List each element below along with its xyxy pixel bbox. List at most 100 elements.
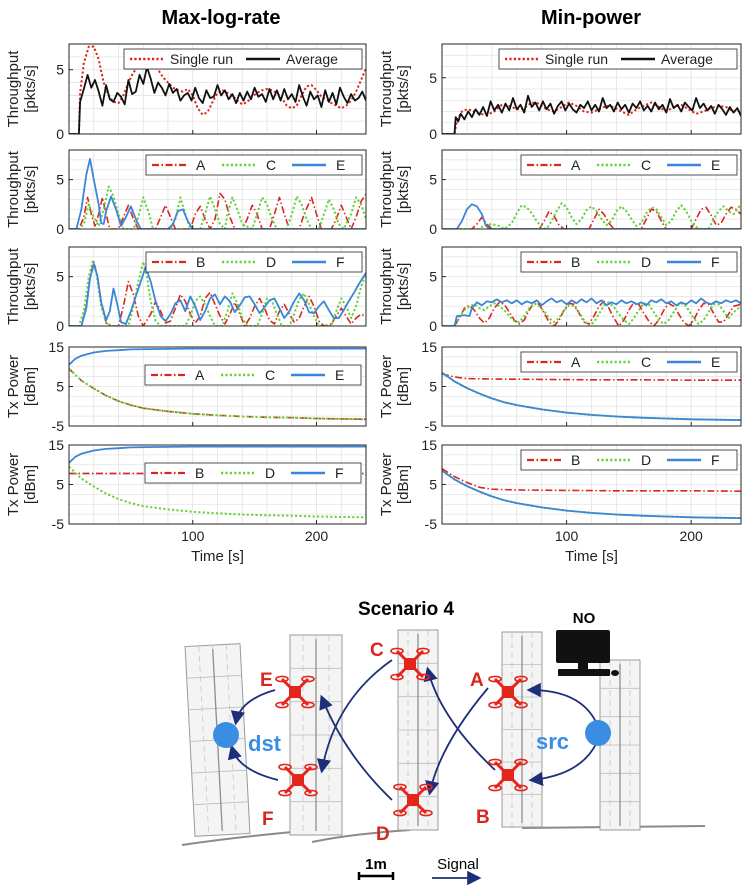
x-axis-label: Time [s]	[191, 548, 244, 565]
drone-propeller	[304, 763, 318, 771]
chart-panel-l1: 0 5 Throughput [pkts/s] Single run Average	[5, 43, 367, 142]
drone-propeller	[514, 701, 528, 709]
drone-propeller	[488, 675, 502, 683]
legend-label-b: B	[571, 452, 580, 468]
legend-label-average: Average	[286, 51, 338, 67]
y-tick-label: 5	[56, 269, 64, 285]
y-tick-label: 5	[429, 172, 437, 188]
legend-label-f: F	[711, 452, 720, 468]
drone-propeller	[419, 809, 433, 817]
chart-panel-l3: 0 5 Throughput [pkts/s] B D F	[5, 246, 367, 334]
drone-propeller	[416, 673, 430, 681]
dst-label: dst	[248, 731, 282, 756]
drone-body	[292, 774, 304, 786]
drone-body	[502, 769, 514, 781]
light-pole-4	[501, 631, 543, 828]
drone-propeller	[514, 675, 528, 683]
series-line-e	[442, 371, 741, 421]
drone-body	[502, 686, 514, 698]
legend-label-e: E	[711, 157, 720, 173]
y-tick-label: 5	[429, 269, 437, 285]
drone-propeller	[419, 783, 433, 791]
drones	[275, 647, 528, 817]
axes-frame	[441, 149, 742, 230]
drone-e	[275, 675, 315, 709]
legend-label-a: A	[196, 157, 206, 173]
series-line-c	[69, 185, 366, 229]
series-line-d	[69, 465, 366, 519]
chart-panel-l5: -5 5 15 100 200 Time [s] Tx Power [dBm] B D F	[5, 437, 367, 565]
axes-frame	[441, 246, 742, 327]
axes-frame	[441, 43, 742, 135]
arrow-a-to-d	[425, 687, 489, 796]
y-axis-label-unit: [pkts/s]	[395, 263, 412, 311]
series-line-e	[69, 347, 366, 366]
legend-label-b: B	[195, 465, 204, 481]
drone-propeller	[390, 673, 404, 681]
y-tick-label: 0	[429, 221, 437, 237]
scale-bar: 1m	[357, 856, 395, 880]
y-tick-label: 0	[56, 126, 64, 142]
scenario-title: Scenario 4	[358, 599, 455, 620]
y-tick-label: 15	[421, 339, 437, 355]
y-axis-label: Throughput	[378, 247, 395, 325]
y-axis-label-unit: [pkts/s]	[22, 166, 39, 214]
series-line-f	[69, 445, 366, 464]
drone-propeller	[301, 675, 315, 683]
y-tick-label: 15	[48, 339, 64, 355]
ground-line	[181, 831, 293, 846]
drone-propeller	[416, 647, 430, 655]
legend-label-b: B	[571, 254, 580, 270]
arrow-e-to-dst	[230, 689, 276, 726]
drone-f	[278, 763, 318, 797]
y-tick-label: -5	[52, 516, 65, 532]
drone-propeller	[278, 763, 292, 771]
legend-label-f: F	[711, 254, 720, 270]
drone-propeller	[488, 701, 502, 709]
x-tick-label: 200	[305, 528, 329, 544]
legend-label-average: Average	[661, 51, 713, 67]
series-line-d	[442, 301, 741, 326]
drone-label-b: B	[476, 807, 490, 828]
signal-arrows	[227, 659, 597, 801]
series-line-f	[69, 262, 366, 326]
legend-label-d: D	[641, 452, 651, 468]
legend-label-c: C	[641, 354, 651, 370]
drone-propeller	[393, 809, 407, 817]
arrow-c-to-f	[316, 659, 393, 774]
chart-panel-r1: 0 5 Throughput [pkts/s] Single run Average	[378, 43, 742, 142]
chart-panel-r5: -5 5 15 100 200 Time [s] Tx Power [dBm] B D F	[378, 437, 742, 565]
legend: Single run Average	[498, 48, 738, 70]
drone-propeller	[514, 758, 528, 766]
scale-line	[357, 872, 395, 880]
x-tick-label: 100	[555, 528, 579, 544]
signal-label: Signal	[437, 856, 479, 873]
y-axis-label-unit: [pkts/s]	[22, 65, 39, 113]
y-axis-label: Throughput	[5, 50, 22, 128]
light-poles	[184, 629, 641, 837]
axes-frame	[68, 43, 367, 135]
y-tick-label: -5	[52, 418, 65, 434]
series-line-b	[442, 468, 741, 492]
drone-body	[407, 794, 419, 806]
drone-propeller	[514, 784, 528, 792]
drone-label-c: C	[370, 640, 384, 661]
legend-label-f: F	[335, 465, 344, 481]
no-label: NO	[573, 610, 596, 627]
legend-label-c: C	[641, 157, 651, 173]
y-tick-label: 0	[56, 221, 64, 237]
drone-propeller	[488, 758, 502, 766]
drone-propeller	[304, 789, 318, 797]
x-tick-label: 100	[181, 528, 205, 544]
monitor-stand	[578, 663, 588, 669]
arrow-f-to-dst	[227, 744, 279, 781]
drone-label-d: D	[376, 824, 390, 845]
series-line-b	[69, 261, 366, 326]
light-pole-5	[599, 659, 641, 831]
scenario-diagram: Scenario 4 NO d	[181, 599, 706, 886]
legend-label-d: D	[641, 254, 651, 270]
legend-label-c: C	[265, 367, 275, 383]
title-right: Min-power	[541, 7, 641, 29]
